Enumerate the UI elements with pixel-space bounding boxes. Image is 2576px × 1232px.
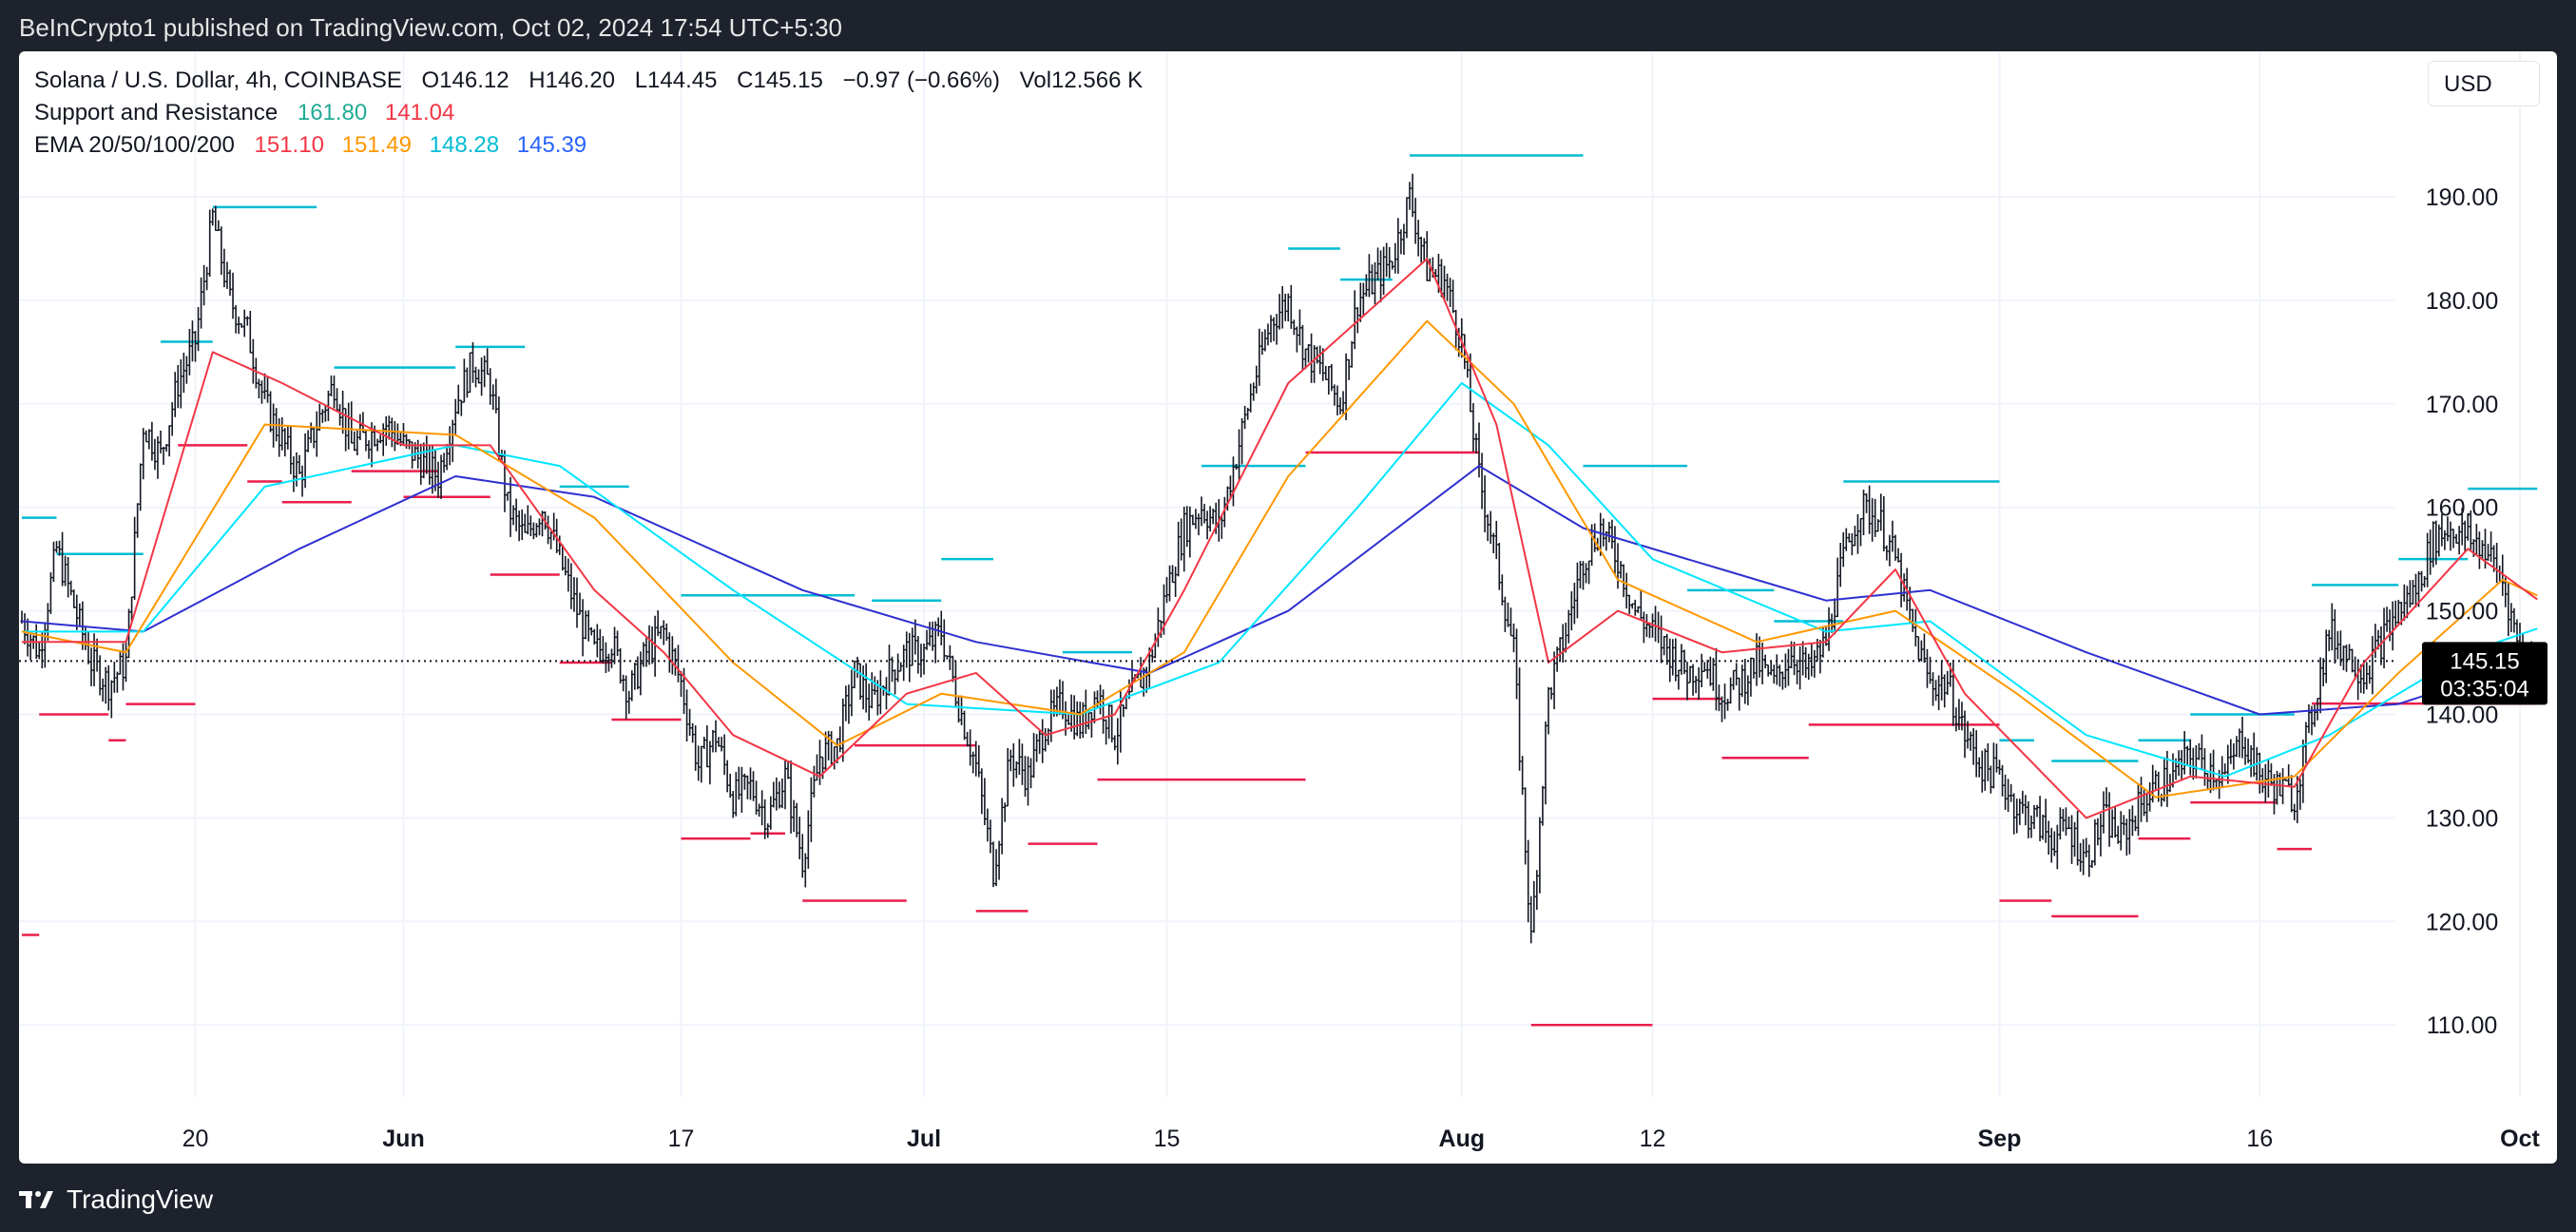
y-tick-label: 130.00 xyxy=(2426,805,2498,832)
support-resistance-levels xyxy=(22,154,2538,1027)
ema20-line xyxy=(22,258,2538,819)
top-bar: BeInCrypto1 published on TradingView.com… xyxy=(0,0,2576,51)
volume: Vol12.566 K xyxy=(1019,67,1144,93)
sr-indicator-label: Support and Resistance xyxy=(34,100,279,125)
brand-name: TradingView xyxy=(67,1184,214,1214)
x-tick-label: Jul xyxy=(907,1126,941,1152)
x-tick-label: Jun xyxy=(382,1126,424,1152)
y-tick-label: 110.00 xyxy=(2427,1012,2498,1039)
y-tick-label: 150.00 xyxy=(2426,599,2498,626)
symbol-title[interactable]: Solana / U.S. Dollar, 4h, COINBASE xyxy=(34,67,402,93)
ema200-line xyxy=(21,465,2538,716)
y-tick-label: 190.00 xyxy=(2426,184,2498,211)
price-badge: 145.15 03:35:04 xyxy=(2422,642,2547,705)
legend-sr-row[interactable]: Support and Resistance 161.80 141.04 xyxy=(34,97,1156,129)
ema100-value: 148.28 xyxy=(429,132,500,158)
candles xyxy=(20,173,2539,944)
y-tick-label: 160.00 xyxy=(2426,495,2498,522)
tradingview-brand[interactable]: TradingView xyxy=(19,1184,213,1215)
x-tick-label: 16 xyxy=(2246,1126,2273,1152)
ema50-line xyxy=(21,319,2538,799)
x-tick-label: Aug xyxy=(1438,1126,1485,1152)
y-tick-label: 170.00 xyxy=(2426,392,2498,418)
ema200-value: 145.39 xyxy=(516,132,587,158)
x-tick-label: Oct xyxy=(2500,1126,2540,1152)
ema50-value: 151.49 xyxy=(341,132,412,158)
ema-lines xyxy=(21,258,2538,819)
sr-resistance-value: 161.80 xyxy=(297,100,368,125)
ohlc-low: L144.45 xyxy=(634,67,718,93)
currency-button[interactable]: USD xyxy=(2428,61,2540,106)
price-axis: 110.00 120.00 130.00 140.00 150.00 160.00 170.… xyxy=(2426,184,2498,1039)
price-chart[interactable]: 110.00 120.00 130.00 140.00 150.00 160.00 170.… xyxy=(19,51,2557,1164)
y-tick-label: 140.00 xyxy=(2426,703,2498,729)
ohlc-close: C145.15 xyxy=(737,67,823,93)
sr-support-value: 141.04 xyxy=(384,100,455,125)
price-badge-countdown: 03:35:04 xyxy=(2440,676,2528,702)
legend-symbol-row: Solana / U.S. Dollar, 4h, COINBASE O146.… xyxy=(34,65,1156,97)
ema20-value: 151.10 xyxy=(254,132,324,158)
price-change: −0.97 (−0.66%) xyxy=(842,67,1000,93)
legend-ema-row[interactable]: EMA 20/50/100/200 151.10 151.49 148.28 1… xyxy=(34,129,1156,162)
y-tick-label: 180.00 xyxy=(2426,288,2498,315)
ohlc-high: H146.20 xyxy=(529,67,616,93)
x-tick-label: 12 xyxy=(1640,1126,1666,1152)
ema-indicator-label: EMA 20/50/100/200 xyxy=(34,132,235,158)
publish-info: BeInCrypto1 published on TradingView.com… xyxy=(19,13,842,42)
chart-panel[interactable]: Solana / U.S. Dollar, 4h, COINBASE O146.… xyxy=(19,51,2557,1164)
x-tick-label: 17 xyxy=(668,1126,695,1152)
tradingview-logo-icon xyxy=(19,1191,53,1208)
x-tick-label: 20 xyxy=(183,1126,209,1152)
price-badge-value: 145.15 xyxy=(2450,648,2519,674)
legend: Solana / U.S. Dollar, 4h, COINBASE O146.… xyxy=(34,65,1156,162)
ohlc-open: O146.12 xyxy=(421,67,509,93)
ema100-line xyxy=(22,382,2538,778)
price-badge-box xyxy=(2422,642,2547,705)
grid xyxy=(19,51,2521,1097)
bottom-bar: TradingView xyxy=(0,1164,2576,1232)
x-tick-label: Sep xyxy=(1978,1126,2022,1152)
y-tick-label: 120.00 xyxy=(2426,909,2498,935)
x-tick-label: 15 xyxy=(1154,1126,1181,1152)
